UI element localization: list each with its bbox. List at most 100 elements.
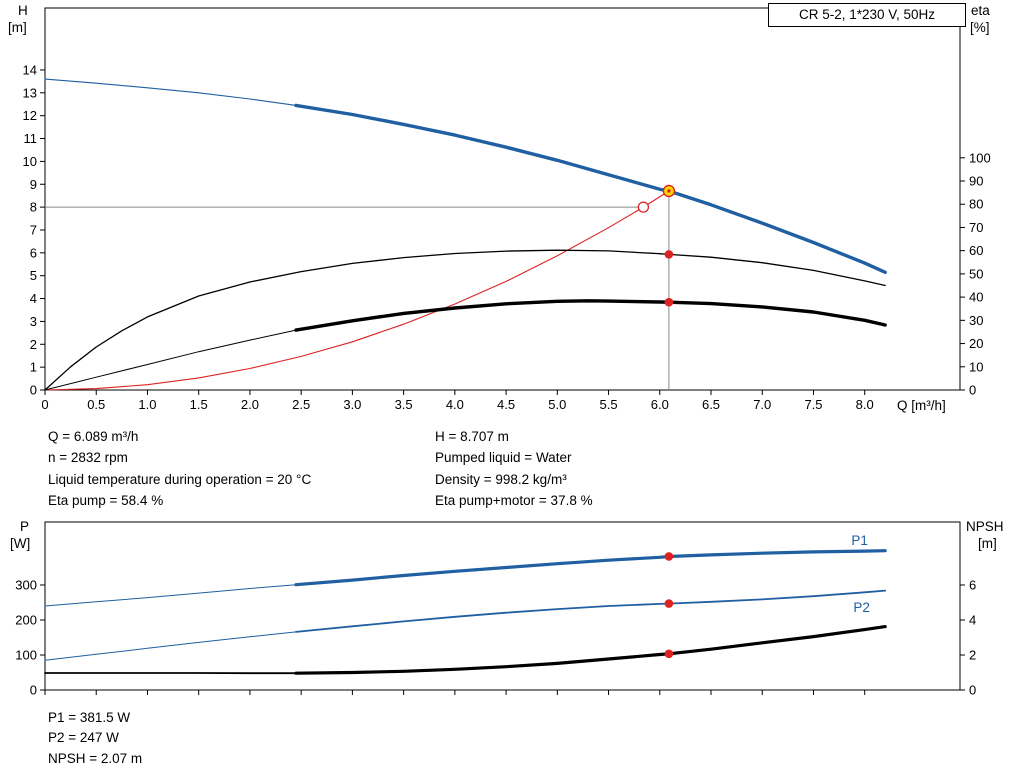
info-row: Eta pump = 58.4 % xyxy=(48,493,164,509)
y-right-tick-label: 2 xyxy=(969,648,976,663)
markers xyxy=(637,184,676,307)
eta-pump-motor-curve xyxy=(294,299,887,332)
x-tick-label: 2.5 xyxy=(292,397,310,412)
p2-curve-thin xyxy=(44,631,297,661)
npsh-dot xyxy=(664,649,674,659)
y-left-tick-label: 3 xyxy=(30,314,37,329)
y-left-tick-label: 200 xyxy=(15,613,37,628)
info-row: P1 = 381.5 W xyxy=(48,710,131,725)
duty-info-right: H = 8.707 m Pumped liquid = Water Density … xyxy=(435,426,593,512)
y-right-tick-label: 70 xyxy=(969,220,983,235)
power-right-axis-name: NPSH xyxy=(966,519,1004,534)
x-tick-label: 3.0 xyxy=(343,397,361,412)
system-curve xyxy=(44,190,670,391)
y-left-tick-label: 14 xyxy=(23,62,37,77)
y-left-tick-label: 5 xyxy=(30,268,37,283)
axes: 0 100 200 300 0 2 4 6 xyxy=(15,521,976,698)
y-left-tick-label: 13 xyxy=(23,85,37,100)
info-row: Pumped liquid = Water xyxy=(435,450,572,466)
y-right-tick-label: 60 xyxy=(969,243,983,258)
y-left-tick-label: 6 xyxy=(30,245,37,260)
x-tick-label: 4.0 xyxy=(446,397,464,412)
qh-x-axis-label: Q [m³/h] xyxy=(897,398,946,413)
x-tick-label: 5.0 xyxy=(548,397,566,412)
y-right-tick-label: 20 xyxy=(969,336,983,351)
y-left-tick-label: 0 xyxy=(30,683,37,698)
x-tick-label: 1.0 xyxy=(138,397,156,412)
qh-right-axis-name: eta xyxy=(971,3,990,18)
eta-pump-motor-dot xyxy=(664,297,674,307)
qh-curve-thin xyxy=(44,78,297,106)
pump-type-label: CR 5-2, 1*230 V, 50Hz xyxy=(798,7,936,22)
x-tick-label: 6.5 xyxy=(702,397,720,412)
power-left-axis-name: P xyxy=(20,519,30,534)
info-row: Eta pump+motor = 37.8 % xyxy=(435,493,593,509)
y-right-tick-label: 50 xyxy=(969,266,983,281)
y-left-tick-label: 11 xyxy=(24,131,38,146)
duty-info-left: Q = 6.089 m³/h n = 2832 rpm Liquid tempera… xyxy=(48,426,311,512)
y-right-tick-label: 80 xyxy=(969,197,983,212)
y-right-tick-label: 4 xyxy=(969,613,976,628)
qh-right-axis-unit: [%] xyxy=(970,20,990,35)
x-tick-label: 6.0 xyxy=(651,397,669,412)
y-right-tick-label: 90 xyxy=(969,174,983,189)
x-tick-label: 0.5 xyxy=(87,397,105,412)
power-right-axis-unit: [m] xyxy=(978,536,997,551)
qh-curve xyxy=(294,103,887,274)
p2-dot xyxy=(664,599,674,608)
y-left-tick-label: 12 xyxy=(23,108,37,123)
x-tick-label: 8.0 xyxy=(856,397,874,412)
series-label-p1: P1 xyxy=(851,533,868,548)
info-row: Q = 6.089 m³/h xyxy=(48,429,139,444)
eta-pump-curve xyxy=(44,249,886,391)
y-left-tick-label: 10 xyxy=(23,154,37,169)
info-row: NPSH = 2.07 m xyxy=(48,750,143,766)
y-left-tick-label: 2 xyxy=(30,337,37,352)
p1-curve xyxy=(294,549,887,587)
y-right-tick-label: 10 xyxy=(969,359,983,374)
y-right-tick-label: 0 xyxy=(969,383,976,398)
y-left-tick-label: 1 xyxy=(30,360,37,375)
y-left-tick-label: 7 xyxy=(30,222,37,237)
npsh-curve xyxy=(294,625,887,675)
qh-left-axis-unit: [m] xyxy=(8,20,27,35)
duty-guides xyxy=(45,190,670,390)
x-tick-label: 1.5 xyxy=(190,397,208,412)
info-row: Density = 998.2 kg/m³ xyxy=(435,471,567,487)
y-left-tick-label: 100 xyxy=(15,648,37,663)
power-npsh-chart: 0 100 200 300 0 2 4 6 P1 P2 xyxy=(15,521,976,698)
series: P1 P2 xyxy=(44,533,887,675)
pump-type-box: CR 5-2, 1*230 V, 50Hz xyxy=(768,3,966,27)
x-tick-label: 0 xyxy=(41,397,48,412)
info-row: P2 = 247 W xyxy=(48,730,119,746)
requested-duty-point xyxy=(637,201,650,213)
eta-pump-dot xyxy=(664,250,674,259)
p1-dot xyxy=(664,552,674,561)
y-left-tick-label: 0 xyxy=(30,383,37,398)
info-row: n = 2832 rpm xyxy=(48,450,128,466)
eta-pump-motor-curve-thin xyxy=(44,329,297,391)
y-left-tick-label: 9 xyxy=(30,177,37,192)
axes: 0 0.5 1.0 1.5 2.0 2.5 3.0 3.5 4.0 4.5 5.0 5.5 6.0 6.5… xyxy=(23,7,991,412)
info-row: Liquid temperature during operation = 20… xyxy=(48,471,312,487)
y-left-tick-label: 4 xyxy=(30,291,37,306)
x-tick-label: 4.5 xyxy=(497,397,515,412)
x-tick-label: 3.5 xyxy=(395,397,413,412)
x-tick-label: 2.0 xyxy=(241,397,259,412)
x-tick-label: 7.0 xyxy=(753,397,771,412)
x-tick-label: 7.5 xyxy=(804,397,822,412)
p2-curve xyxy=(295,589,887,633)
y-left-tick-label: 300 xyxy=(15,578,37,593)
p1-curve-thin xyxy=(44,584,297,607)
y-right-tick-label: 30 xyxy=(969,313,983,328)
qh-eta-chart: 0 0.5 1.0 1.5 2.0 2.5 3.0 3.5 4.0 4.5 5.0 5.5 6.0 6.5… xyxy=(23,7,991,412)
markers xyxy=(664,552,674,659)
info-row: H = 8.707 m xyxy=(435,429,509,444)
y-right-tick-label: 0 xyxy=(969,683,976,698)
y-left-tick-label: 8 xyxy=(30,200,37,215)
duty-point-center xyxy=(667,189,671,193)
y-right-tick-label: 6 xyxy=(969,578,976,593)
power-info: P1 = 381.5 W P2 = 247 W NPSH = 2.07 m xyxy=(48,708,142,769)
series-label-p2: P2 xyxy=(853,600,870,615)
